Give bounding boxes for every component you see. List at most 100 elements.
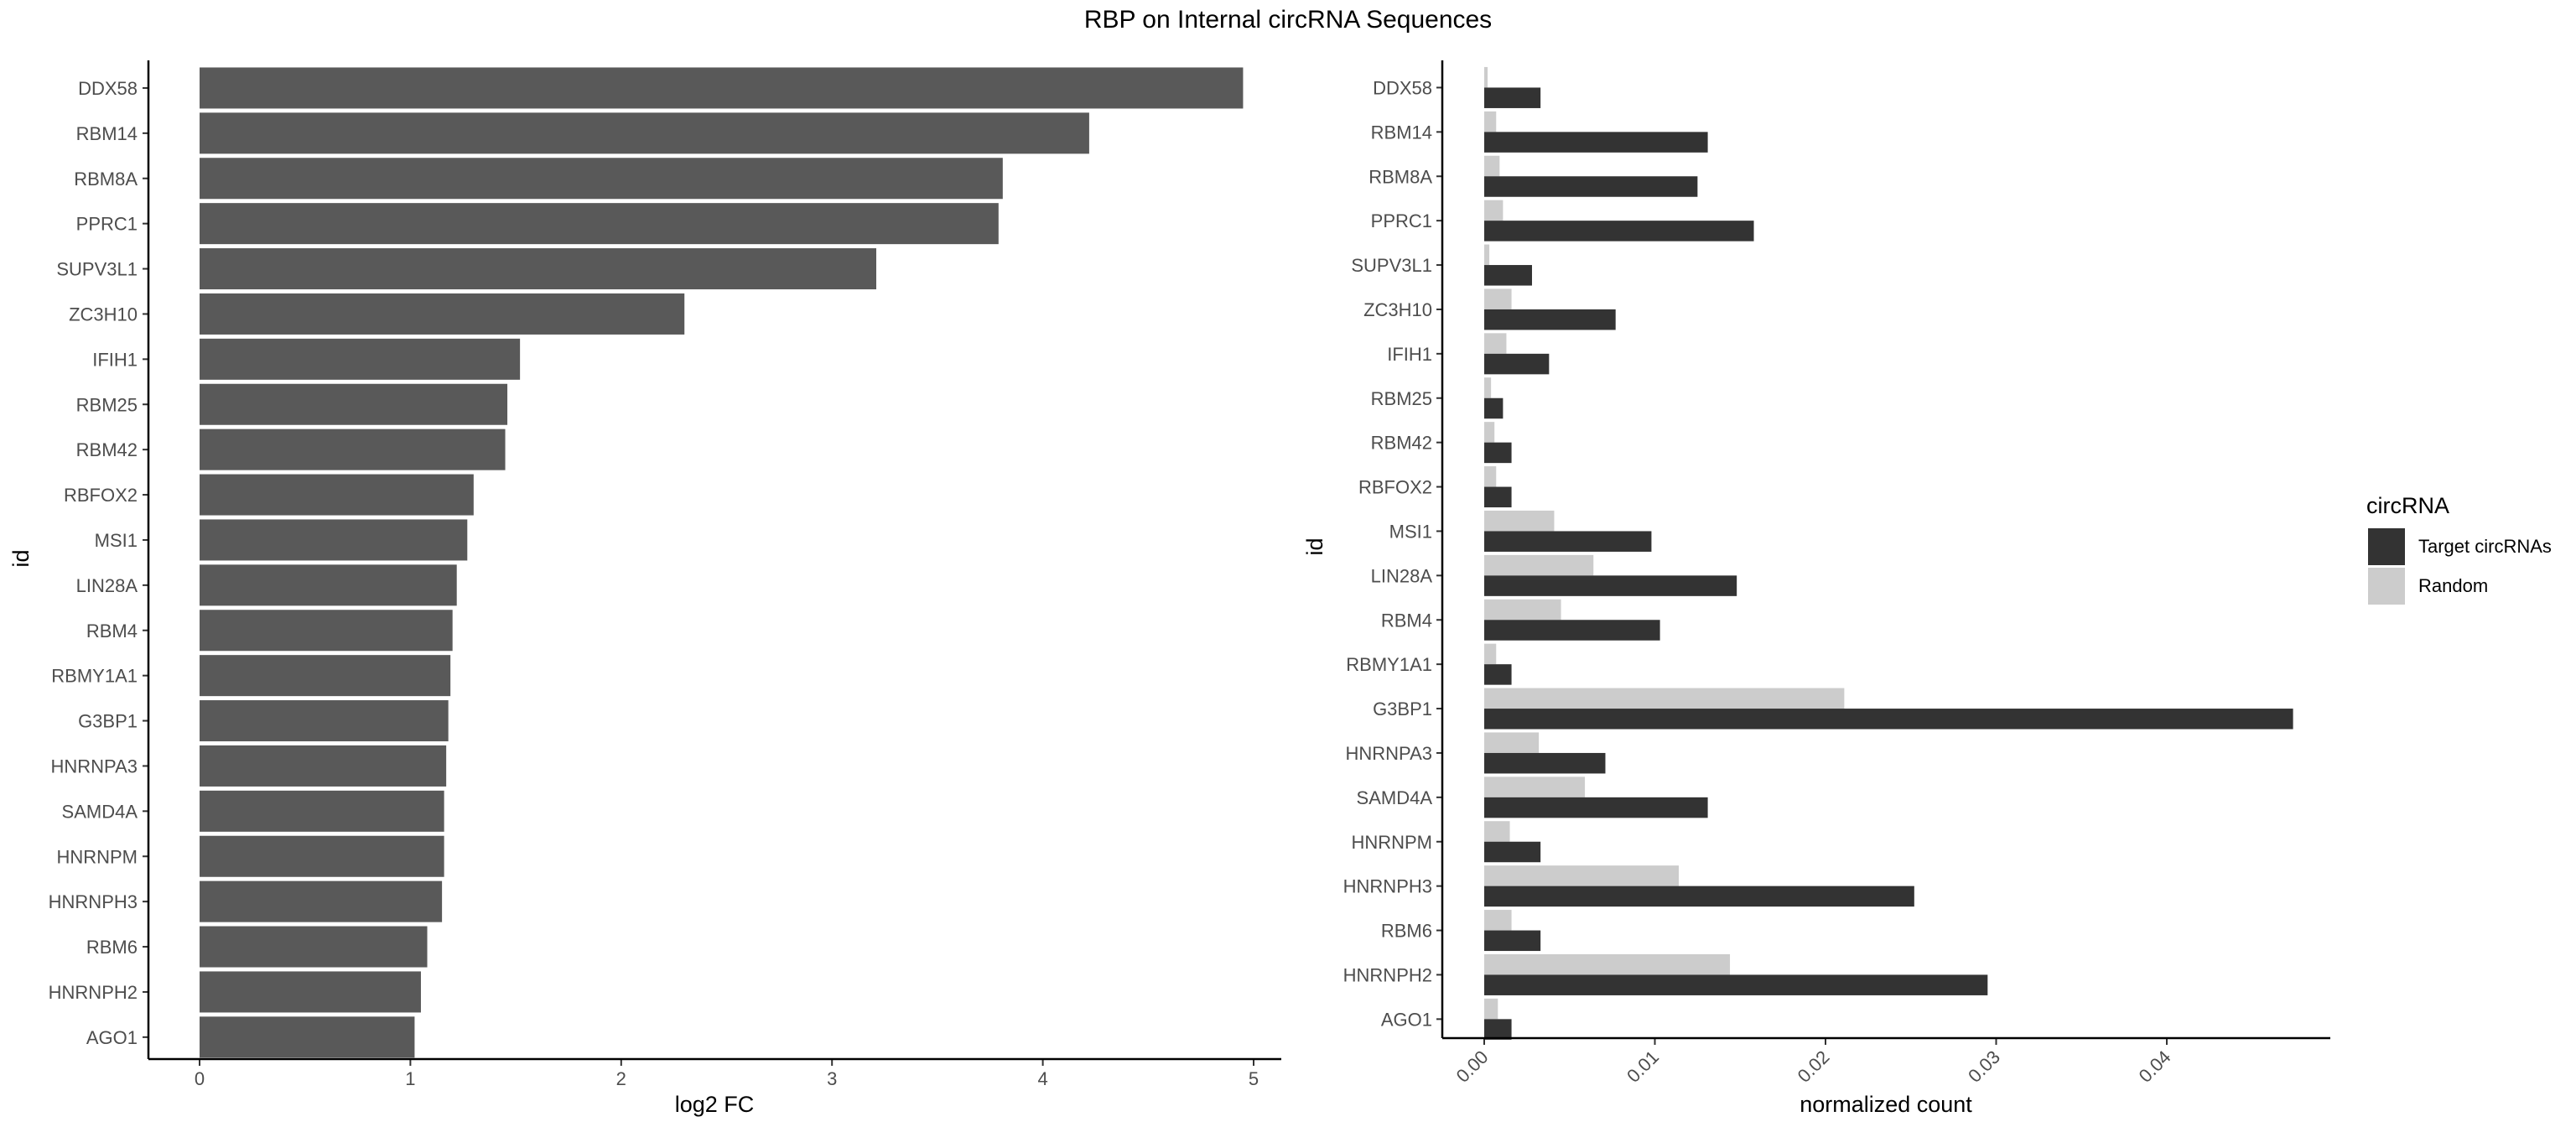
right-x-ticks: 0.00 0.01 0.02 0.03 0.04 [1452,1038,2175,1087]
bar-log2fc-lin28a [200,564,457,606]
bar-random-hnrnpa3 [1484,732,1540,753]
bar-random-rbm8a [1484,155,1500,177]
bar-target-zc3h10 [1484,309,1616,330]
bar-target-pprc1 [1484,221,1754,242]
right-y-tick-label-hnrnph2: HNRNPH2 [1343,964,1432,985]
right-y-tick-labels: DDX58 RBM14 RBM8A PPRC1 SUPV3L1 ZC3H10 IFIH1 RB… [1343,77,1442,1030]
left-x-tick-label: 2 [616,1068,626,1089]
bar-random-lin28a [1484,554,1594,576]
bar-target-rbm14 [1484,132,1708,153]
left-y-tick-label-lin28a: LIN28A [76,575,138,596]
left-y-tick-label-supv3l1: SUPV3L1 [56,259,138,280]
bar-random-hnrnpm [1484,821,1510,842]
right-x-tick-label: 0.02 [1794,1046,1834,1087]
bar-random-supv3l1 [1484,244,1490,266]
left-y-tick-label-rbm14: RBM14 [76,123,138,144]
normalized-count-panel: DDX58 RBM14 RBM8A PPRC1 SUPV3L1 ZC3H10 IFIH1 RB… [1302,60,2330,1117]
bar-log2fc-ddx58 [200,67,1244,109]
legend: circRNA Target circRNAs Random [2366,493,2552,605]
bar-random-rbm42 [1484,422,1495,443]
bar-target-rbm6 [1484,930,1541,952]
bar-log2fc-supv3l1 [200,248,876,290]
right-y-tick-label-rbmy1a1: RBMY1A1 [1346,654,1432,675]
bar-log2fc-rbmy1a1 [200,655,451,697]
bar-log2fc-rbm42 [200,428,506,470]
bar-target-hnrnpa3 [1484,752,1606,774]
right-y-tick-label-hnrnpm: HNRNPM [1351,832,1432,853]
right-y-tick-label-supv3l1: SUPV3L1 [1351,255,1432,276]
right-y-tick-label-zc3h10: ZC3H10 [1363,299,1432,320]
left-bars [200,67,1244,1058]
bar-target-rbm8a [1484,176,1698,197]
bar-log2fc-ifih1 [200,338,521,380]
right-y-tick-label-ddx58: DDX58 [1373,77,1432,98]
left-y-tick-label-hnrnpa3: HNRNPA3 [50,756,138,776]
bar-log2fc-msi1 [200,519,468,561]
right-y-tick-label-hnrnpa3: HNRNPA3 [1345,743,1432,764]
right-y-tick-label-rbm8a: RBM8A [1368,166,1432,187]
left-y-tick-label-rbm42: RBM42 [76,439,138,460]
bar-target-ifih1 [1484,353,1550,375]
right-y-tick-label-rbm14: RBM14 [1371,122,1432,143]
left-x-tick-label: 3 [827,1068,837,1089]
bar-random-pprc1 [1484,200,1504,221]
bar-random-hnrnph3 [1484,865,1679,886]
bar-log2fc-rbfox2 [200,474,474,516]
left-y-tick-label-rbm4: RBM4 [86,621,138,641]
bar-target-ddx58 [1484,87,1541,108]
right-x-tick-label: 0.03 [1964,1046,2004,1087]
left-y-tick-label-rbmy1a1: RBMY1A1 [51,666,138,687]
legend-label-random: Random [2418,575,2488,596]
bar-random-ifih1 [1484,333,1507,354]
legend-title: circRNA [2366,493,2449,518]
left-y-tick-label-hnrnpm: HNRNPM [56,846,138,867]
left-y-tick-label-g3bp1: G3BP1 [78,711,138,732]
right-y-tick-label-ifih1: IFIH1 [1387,344,1432,365]
left-y-tick-label-msi1: MSI1 [95,530,138,551]
bar-target-hnrnph2 [1484,974,1988,995]
bar-log2fc-pprc1 [200,203,999,245]
right-x-axis-title: normalized count [1800,1092,1972,1117]
left-y-axis-title: id [8,549,34,567]
bar-random-rbm25 [1484,377,1492,398]
right-y-tick-label-pprc1: PPRC1 [1371,210,1432,231]
right-y-tick-label-msi1: MSI1 [1389,521,1432,542]
left-y-tick-label-rbfox2: RBFOX2 [64,485,138,506]
bar-log2fc-hnrnpa3 [200,745,447,787]
log2fc-panel: DDX58 RBM14 RBM8A PPRC1 SUPV3L1 ZC3H10 IFIH1 RB… [8,60,1281,1117]
left-y-tick-label-rbm25: RBM25 [76,394,138,415]
left-x-ticks: 0 1 2 3 4 5 [195,1059,1259,1089]
bar-target-rbfox2 [1484,486,1512,508]
legend-swatch-target [2368,528,2405,565]
bar-target-rbm42 [1484,442,1512,464]
left-y-tick-label-rbm8a: RBM8A [74,169,138,190]
bar-random-ago1 [1484,998,1498,1020]
bar-random-ddx58 [1484,66,1488,88]
left-x-tick-label: 1 [405,1068,415,1089]
bar-random-msi1 [1484,510,1555,532]
bar-random-g3bp1 [1484,688,1845,709]
bar-log2fc-zc3h10 [200,293,685,335]
right-y-tick-label-hnrnph3: HNRNPH3 [1343,876,1432,897]
bar-target-rbmy1a1 [1484,664,1512,685]
bar-log2fc-rbm25 [200,383,508,425]
bar-log2fc-rbm8a [200,158,1003,200]
left-x-tick-label: 4 [1037,1068,1047,1089]
bar-target-samd4a [1484,797,1708,818]
bar-log2fc-hnrnph3 [200,880,443,922]
right-y-tick-label-rbm42: RBM42 [1371,433,1432,454]
bar-random-rbm4 [1484,599,1561,621]
left-y-tick-label-rbm6: RBM6 [86,937,138,958]
left-x-tick-label: 0 [195,1068,205,1089]
right-y-tick-label-rbfox2: RBFOX2 [1358,477,1432,498]
left-y-tick-label-ago1: AGO1 [86,1027,138,1048]
right-y-tick-label-rbm4: RBM4 [1381,610,1432,631]
right-y-tick-label-ago1: AGO1 [1381,1009,1432,1030]
bar-log2fc-samd4a [200,790,444,832]
bar-random-zc3h10 [1484,288,1512,309]
bar-target-g3bp1 [1484,709,2293,730]
bar-target-msi1 [1484,531,1652,552]
bar-log2fc-rbm4 [200,610,453,652]
right-y-tick-label-samd4a: SAMD4A [1357,787,1433,808]
